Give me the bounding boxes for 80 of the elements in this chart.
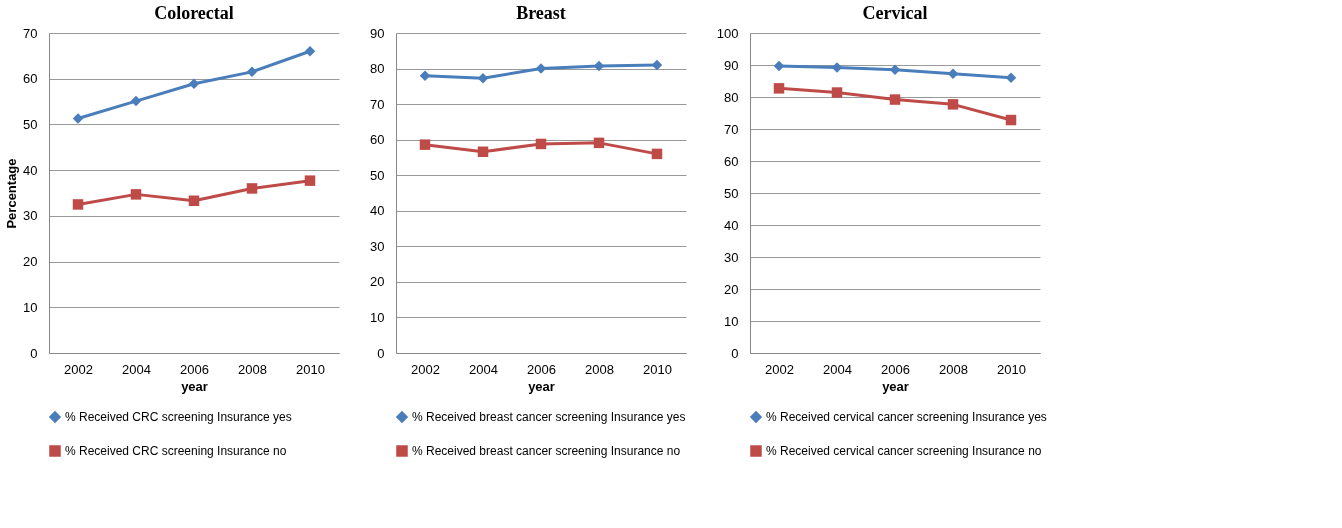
y-tick-label: 70 [370,96,385,112]
point [419,70,431,81]
x-tick-label: 2010 [997,361,1026,377]
y-tick-label: 50 [724,185,739,201]
y-tick-label: 40 [370,203,385,219]
point [130,189,142,200]
y-tick-label: 20 [23,254,38,270]
x-tick-label: 2004 [122,361,151,377]
x-tick-label: 2010 [296,361,325,377]
y-tick-label: 10 [23,299,38,315]
y-tick-label: 60 [370,132,385,148]
point [304,46,316,57]
point [831,62,843,73]
point [72,199,84,210]
y-tick-label: 60 [724,153,739,169]
y-tick-label: 20 [370,274,385,290]
point [419,139,431,150]
x-tick-label: 2006 [527,361,556,377]
point [831,87,843,98]
legend-label: % Received CRC screening Insurance yes [65,410,292,424]
y-tick-label: 50 [370,167,385,183]
chart-title: Cervical [862,3,928,23]
point [246,66,258,78]
y-tick-label: 40 [724,217,739,233]
y-axis-title: Percentage [4,158,20,229]
x-axis-title: year [181,378,208,394]
x-tick-label: 2002 [411,361,440,377]
y-tick-label: 30 [370,238,385,254]
y-tick-label: 70 [724,121,739,137]
point [72,113,84,124]
point [130,95,142,107]
point [246,183,258,194]
y-tick-label: 50 [23,116,38,132]
point [593,137,605,149]
legend-label: % Received breast cancer screening Insurance no [412,444,681,458]
legend-label: % Received cervical cancer screening Insurance no [766,444,1042,458]
y-tick-label: 0 [731,345,739,361]
y-tick-label: 70 [23,25,38,41]
point [889,94,901,105]
chart-title: Breast [516,3,566,23]
y-tick-label: 40 [23,162,38,178]
y-tick-label: 30 [23,208,38,224]
x-tick-label: 2008 [585,361,614,377]
x-tick-label: 2004 [823,361,852,377]
chart-title: Colorectal [154,3,234,23]
point [477,72,489,84]
point [304,175,316,186]
x-tick-label: 2006 [180,361,209,377]
x-tick-label: 2010 [643,361,672,377]
x-tick-label: 2008 [238,361,267,377]
x-tick-label: 2008 [939,361,968,377]
x-axis-title: year [528,378,555,394]
y-tick-label: 0 [377,345,385,361]
point [535,138,547,150]
x-tick-label: 2002 [765,361,794,377]
y-tick-label: 80 [724,89,739,105]
y-tick-label: 20 [724,281,739,297]
y-tick-label: 90 [370,25,385,41]
point [477,146,489,157]
y-tick-label: 60 [23,71,38,87]
point [651,148,663,160]
point [773,83,785,94]
point [188,78,200,89]
point [1005,114,1017,126]
y-tick-label: 80 [370,61,385,77]
legend-label: % Received breast cancer screening Insurance yes [412,410,686,424]
x-tick-label: 2002 [64,361,93,377]
legend-label: % Received cervical cancer screening Insurance yes [766,410,1047,424]
y-tick-label: 10 [370,309,385,325]
y-tick-label: 90 [724,57,739,73]
y-tick-label: 100 [716,25,739,41]
point [188,195,200,207]
y-tick-label: 30 [724,249,739,265]
x-axis-title: year [882,378,909,394]
point [947,99,959,110]
y-tick-label: 0 [30,345,38,361]
y-tick-label: 10 [724,313,739,329]
x-tick-label: 2006 [881,361,910,377]
x-tick-label: 2004 [469,361,498,377]
legend-label: % Received CRC screening Insurance no [65,444,287,458]
